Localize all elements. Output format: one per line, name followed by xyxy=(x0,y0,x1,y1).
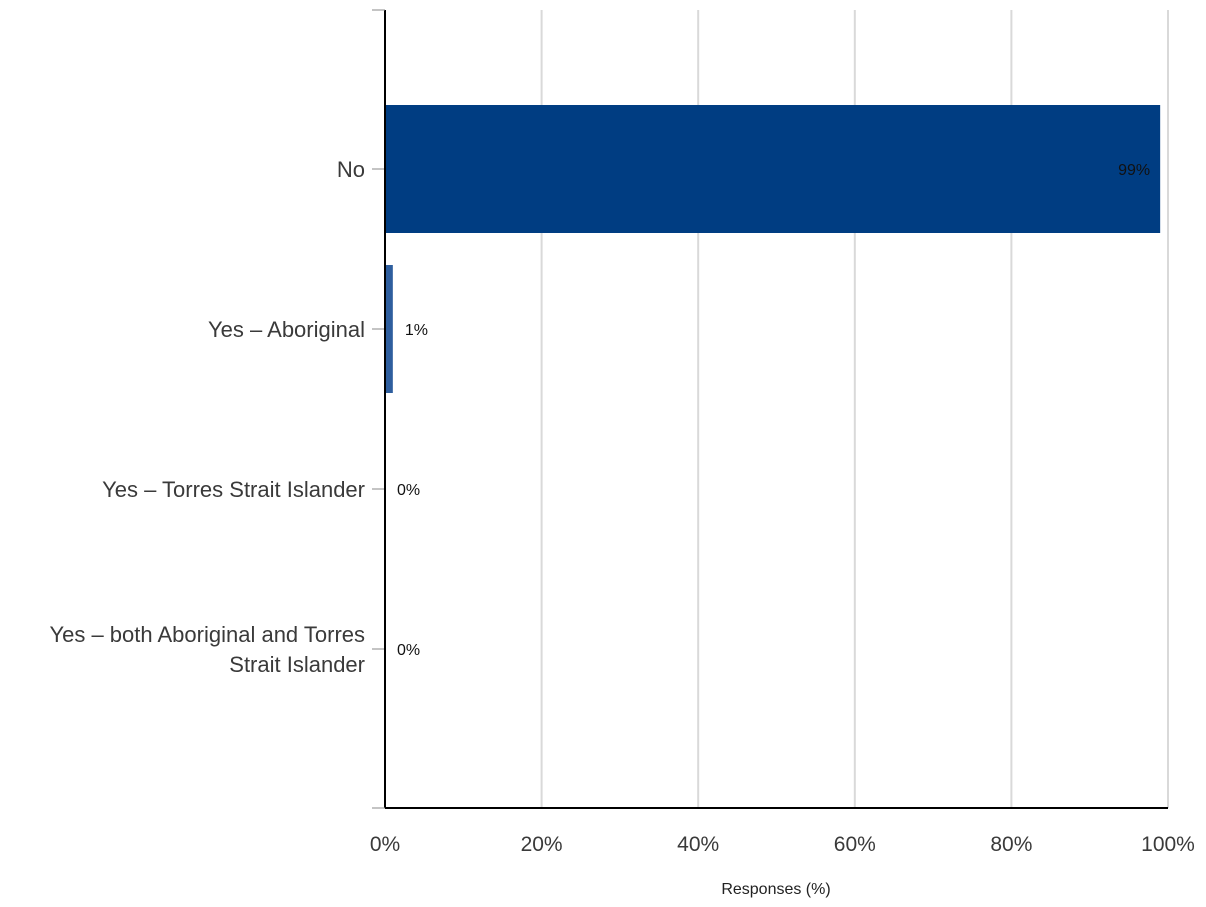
data-label-0: 99% xyxy=(1118,162,1150,179)
category-label-3-1: Strait Islander xyxy=(229,652,365,677)
category-label-1-0: Yes – Aboriginal xyxy=(208,317,365,342)
x-axis-title: Responses (%) xyxy=(721,881,830,898)
axes xyxy=(372,9,1168,809)
category-label-2-0: Yes – Torres Strait Islander xyxy=(102,477,365,502)
data-label-1: 1% xyxy=(405,322,428,339)
bars xyxy=(385,105,1161,393)
bar-0 xyxy=(385,105,1161,233)
x-tick-label-20: 20% xyxy=(521,833,563,856)
x-tick-label-100: 100% xyxy=(1141,833,1195,856)
x-tick-label-40: 40% xyxy=(677,833,719,856)
bar-1 xyxy=(385,265,393,393)
x-tick-label-0: 0% xyxy=(370,833,400,856)
category-label-3-0: Yes – both Aboriginal and Torres xyxy=(49,622,365,647)
labels: 0% 20% 40% 60% 80% 100% 99% No 1% Yes – Aborigina… xyxy=(49,157,1194,856)
data-label-3: 0% xyxy=(397,642,420,659)
x-tick-label-60: 60% xyxy=(834,833,876,856)
data-label-2: 0% xyxy=(397,482,420,499)
category-label-0-0: No xyxy=(337,157,365,182)
x-tick-label-80: 80% xyxy=(990,833,1032,856)
